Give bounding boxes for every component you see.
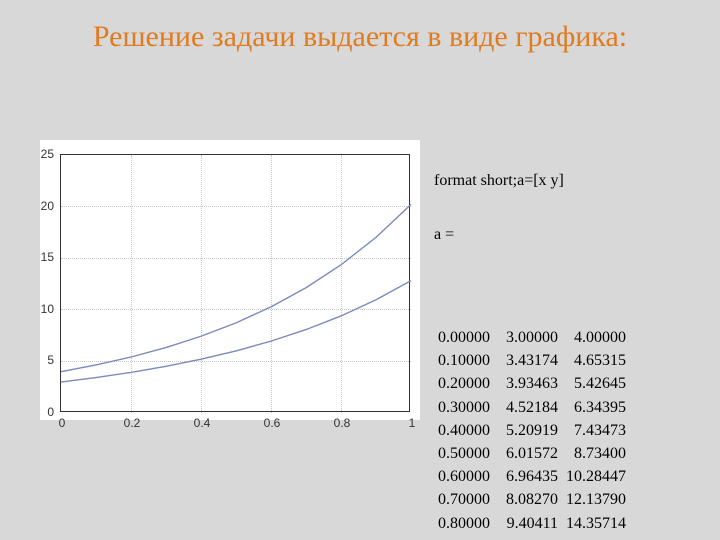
table-row: 0.500006.015728.73400	[434, 442, 630, 465]
table-row: 0.700008.0827012.13790	[434, 488, 630, 511]
table-cell: 5.42645	[562, 372, 630, 395]
table-cell: 3.00000	[494, 326, 562, 349]
plot-area	[60, 154, 410, 412]
table-cell: 0.80000	[434, 512, 494, 535]
ytick-label: 20	[30, 199, 54, 213]
table-cell: 3.93463	[494, 372, 562, 395]
ytick-label: 5	[30, 353, 54, 367]
code-line-1: format short;a=[x y]	[434, 172, 720, 190]
xtick-label: 1	[400, 416, 424, 430]
table-cell: 4.52184	[494, 396, 562, 419]
table-cell: 7.43473	[562, 419, 630, 442]
table-cell: 0.50000	[434, 442, 494, 465]
table-cell: 9.40411	[494, 512, 562, 535]
table-row: 0.300004.521846.34395	[434, 396, 630, 419]
table-cell: 0.40000	[434, 419, 494, 442]
chart-box: 00.20.40.60.810510152025	[40, 140, 420, 420]
table-cell: 8.08270	[494, 488, 562, 511]
series-y2	[61, 204, 411, 371]
title-text: Решение задачи выдается в виде графика:	[93, 20, 627, 53]
table-cell: 5.20919	[494, 419, 562, 442]
table-cell: 3.43174	[494, 349, 562, 372]
xtick-label: 0.6	[260, 416, 284, 430]
table-cell: 0.30000	[434, 396, 494, 419]
xtick-label: 0.4	[190, 416, 214, 430]
table-cell: 4.65315	[562, 349, 630, 372]
table-cell: 6.34395	[562, 396, 630, 419]
table-cell: 0.20000	[434, 372, 494, 395]
chart-svg	[61, 155, 411, 413]
side-panel: format short;a=[x y] a = 0.000003.000004…	[430, 130, 720, 510]
table-row: 0.9000010.9688517.01850	[434, 535, 630, 540]
table-cell: 8.73400	[562, 442, 630, 465]
xtick-label: 0.2	[120, 416, 144, 430]
table-row: 0.400005.209197.43473	[434, 419, 630, 442]
chart-container: 00.20.40.60.810510152025	[0, 130, 430, 430]
spacer	[434, 280, 720, 290]
ytick-label: 10	[30, 302, 54, 316]
series-y1	[61, 281, 411, 382]
table-row: 0.200003.934635.42645	[434, 372, 630, 395]
page-title: Решение задачи выдается в виде графика:	[0, 0, 720, 56]
code-line-2: a =	[434, 226, 720, 244]
table-cell: 12.13790	[562, 488, 630, 511]
table-cell: 0.00000	[434, 326, 494, 349]
xtick-label: 0.8	[330, 416, 354, 430]
table-cell: 0.10000	[434, 349, 494, 372]
content-row: 00.20.40.60.810510152025 format short;a=…	[0, 130, 720, 510]
table-cell: 6.96435	[494, 465, 562, 488]
table-cell: 14.35714	[562, 512, 630, 535]
table-cell: 0.70000	[434, 488, 494, 511]
table-row: 0.600006.9643510.28447	[434, 465, 630, 488]
data-table: 0.000003.000004.000000.100003.431744.653…	[434, 326, 630, 540]
ytick-label: 15	[30, 250, 54, 264]
table-cell: 10.96885	[494, 535, 562, 540]
table-cell: 4.00000	[562, 326, 630, 349]
table-cell: 10.28447	[562, 465, 630, 488]
table-row: 0.000003.000004.00000	[434, 326, 630, 349]
table-row: 0.800009.4041114.35714	[434, 512, 630, 535]
table-cell: 0.90000	[434, 535, 494, 540]
table-cell: 6.01572	[494, 442, 562, 465]
table-row: 0.100003.431744.65315	[434, 349, 630, 372]
ytick-label: 0	[30, 405, 54, 419]
table-cell: 17.01850	[562, 535, 630, 540]
ytick-label: 25	[30, 147, 54, 161]
table-cell: 0.60000	[434, 465, 494, 488]
